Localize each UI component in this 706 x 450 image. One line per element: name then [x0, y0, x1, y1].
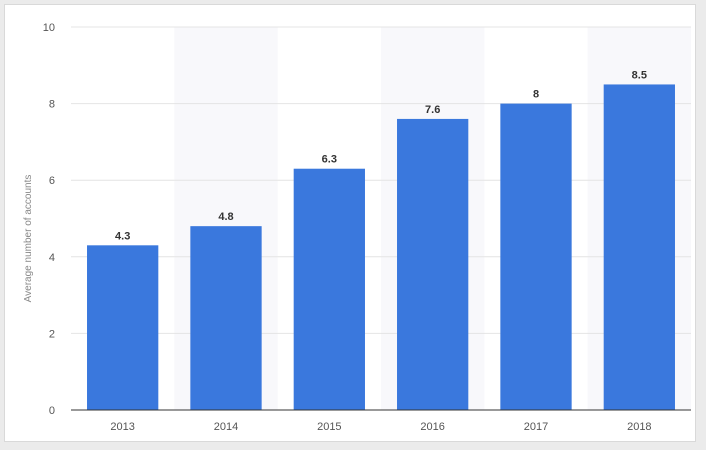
value-label-2014: 4.8 — [218, 211, 233, 223]
y-tick-labels: 0 2 4 6 8 10 — [43, 22, 55, 417]
bar-2013[interactable] — [87, 245, 159, 410]
y-tick-label-8: 8 — [49, 99, 55, 111]
x-tick-label-2018: 2018 — [627, 421, 651, 433]
value-label-2017: 8 — [533, 89, 539, 101]
value-label-2016: 7.6 — [425, 104, 440, 116]
chart-frame: 4.3 4.8 6.3 7.6 8 8.5 2013 2014 2015 2016 2017 201… — [4, 4, 696, 442]
y-tick-label-6: 6 — [49, 175, 55, 187]
x-tick-labels: 2013 2014 2015 2016 2017 2018 — [110, 421, 651, 433]
value-label-2018: 8.5 — [632, 69, 647, 81]
x-tick-label-2015: 2015 — [317, 421, 341, 433]
bars — [87, 84, 675, 411]
x-tick-label-2014: 2014 — [214, 421, 238, 433]
y-tick-label-4: 4 — [49, 252, 55, 264]
value-label-2015: 6.3 — [322, 154, 337, 166]
bar-2014[interactable] — [190, 226, 262, 410]
bar-2016[interactable] — [397, 118, 469, 411]
bar-chart: 4.34.86.37.688.5 2013 2014 2015 2016 2017 201… — [23, 22, 691, 433]
x-tick-label-2017: 2017 — [524, 421, 548, 433]
value-labels: 4.3 4.8 6.3 7.6 8 8.5 — [115, 69, 647, 242]
x-tick-label-2016: 2016 — [420, 421, 444, 433]
x-tick-label-2013: 2013 — [110, 421, 134, 433]
y-tick-label-2: 2 — [49, 328, 55, 340]
y-tick-label-0: 0 — [49, 405, 55, 417]
y-axis-title: Average number of accounts — [23, 175, 34, 303]
bar-2018[interactable] — [603, 84, 675, 410]
gridlines — [71, 26, 691, 334]
bar-2015[interactable] — [293, 168, 365, 410]
bar-2017[interactable] — [500, 103, 572, 410]
value-label-2013: 4.3 — [115, 230, 130, 242]
y-tick-label-10: 10 — [43, 22, 55, 34]
